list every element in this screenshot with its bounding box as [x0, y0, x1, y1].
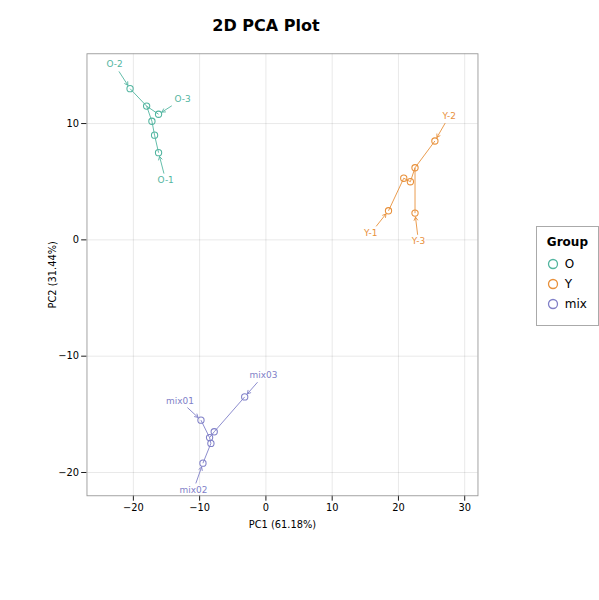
svg-text:PC2 (31.44%): PC2 (31.44%)	[47, 241, 58, 308]
svg-text:mix01: mix01	[166, 396, 194, 406]
svg-text:PC1 (61.18%): PC1 (61.18%)	[249, 519, 316, 530]
svg-text:−10: −10	[189, 502, 210, 513]
html-text:Y: Y	[564, 277, 573, 292]
svg-text:mix03: mix03	[250, 370, 278, 380]
svg-text:O-1: O-1	[158, 175, 174, 185]
html-text:O: O	[564, 257, 575, 272]
svg-text:O-2: O-2	[106, 59, 122, 69]
html-text:2D PCA Plot: 2D PCA Plot	[212, 16, 320, 35]
svg-text:Y-1: Y-1	[363, 228, 377, 238]
svg-text:10: 10	[66, 118, 79, 129]
html-text:mix: mix	[564, 297, 587, 312]
svg-text:0: 0	[263, 502, 269, 513]
svg-text:30: 30	[458, 502, 471, 513]
svg-text:−20: −20	[58, 467, 79, 478]
svg-text:mix02: mix02	[180, 485, 208, 495]
svg-text:−20: −20	[123, 502, 144, 513]
svg-text:Y-2: Y-2	[442, 111, 456, 121]
svg-text:20: 20	[392, 502, 405, 513]
svg-text:Y-3: Y-3	[411, 236, 425, 246]
svg-text:−10: −10	[58, 350, 79, 361]
html-text:Group: Group	[546, 235, 588, 250]
svg-text:O-3: O-3	[175, 94, 191, 104]
svg-text:10: 10	[326, 502, 339, 513]
svg-text:0: 0	[73, 234, 79, 245]
